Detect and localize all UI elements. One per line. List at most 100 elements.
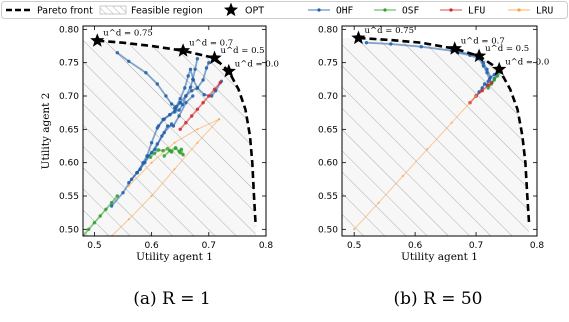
opt-star-marker	[207, 50, 222, 65]
data-point	[389, 42, 393, 46]
data-point	[195, 86, 200, 90]
x-tick-label: 0.5	[347, 241, 361, 251]
y-tick-label: 0.50	[59, 225, 79, 235]
data-point	[191, 94, 195, 98]
opt-star-marker	[175, 43, 191, 57]
pareto-front-line	[358, 36, 531, 225]
data-point	[191, 77, 195, 82]
opt-star-marker	[221, 63, 236, 78]
legend-marker	[317, 8, 321, 12]
data-point	[155, 126, 159, 130]
data-point	[201, 78, 205, 82]
y-tick-label: 0.65	[59, 125, 79, 135]
x-tick-label: 0.6	[408, 241, 423, 251]
data-point	[148, 155, 153, 159]
legend-label: LFU	[468, 6, 485, 17]
y-tick-label: 0.65	[318, 125, 338, 135]
data-point	[127, 59, 131, 63]
data-point	[178, 151, 182, 155]
y-tick-label: 0.70	[318, 92, 338, 102]
data-point	[149, 141, 154, 145]
x-tick-label: 0.5	[87, 241, 101, 251]
data-point	[109, 204, 114, 208]
legend-label: Pareto front	[37, 6, 93, 17]
x-axis-label: Utility agent 1	[401, 251, 478, 263]
data-point	[155, 142, 159, 146]
data-point	[201, 101, 205, 105]
axes-frame	[341, 25, 538, 237]
legend-item-opt: OPT	[223, 2, 264, 17]
legend-item-lru: LRU	[508, 6, 553, 17]
legend-marker	[383, 8, 387, 12]
y-tick-label: 0.75	[318, 59, 338, 69]
pareto-front-line	[97, 39, 257, 227]
data-point	[150, 195, 153, 197]
data-point	[190, 89, 194, 93]
data-point	[168, 149, 172, 153]
data-point	[162, 154, 166, 158]
data-point	[188, 67, 193, 72]
data-point	[150, 161, 153, 164]
data-point	[364, 41, 369, 45]
y-axis-label: Utility agent 2	[40, 93, 52, 170]
y-tick-label: 0.50	[318, 225, 338, 235]
subplot-caption: (a) R = 1	[133, 289, 210, 309]
data-point	[127, 218, 130, 221]
data-point	[195, 107, 200, 112]
data-point	[212, 87, 217, 92]
legend-marker	[449, 8, 453, 12]
data-point	[179, 147, 184, 151]
data-point	[426, 148, 429, 151]
opt-annotation: u^d = 0.5	[221, 46, 265, 56]
data-point	[135, 171, 139, 175]
data-point	[489, 81, 493, 85]
data-point	[190, 114, 194, 118]
data-point	[127, 181, 131, 185]
x-tick-label: 0.8	[259, 241, 274, 251]
y-tick-label: 0.55	[59, 192, 79, 202]
data-point	[164, 94, 168, 98]
data-point	[485, 71, 489, 75]
legend-hatch-swatch	[99, 5, 127, 15]
data-point	[168, 113, 172, 117]
opt-star-marker	[351, 30, 366, 45]
x-tick-label: 0.8	[530, 241, 545, 251]
y-tick-label: 0.70	[59, 92, 79, 102]
data-point	[495, 74, 500, 78]
data-point	[184, 101, 188, 105]
data-point	[188, 85, 193, 90]
data-point	[450, 121, 453, 124]
subplot-caption: (b) R = 50	[393, 289, 482, 309]
data-point	[173, 141, 176, 144]
data-point	[207, 94, 211, 98]
series-lfu	[178, 81, 222, 131]
data-point	[121, 191, 125, 195]
data-point	[186, 74, 190, 78]
series-line	[353, 95, 477, 230]
opt-annotation: u^d = 0.7	[189, 39, 233, 49]
opt-annotation: u^d = 0.7	[461, 37, 505, 47]
data-point	[127, 185, 130, 187]
data-point	[480, 89, 484, 93]
data-point	[184, 94, 188, 98]
x-axis-label: Utility agent 1	[136, 251, 213, 263]
legend-frame	[1, 1, 568, 19]
data-point	[144, 71, 148, 75]
y-tick-label: 0.80	[318, 25, 338, 35]
opt-star-marker	[472, 48, 487, 63]
data-point	[173, 146, 178, 150]
data-point	[183, 86, 187, 90]
data-point	[143, 161, 147, 165]
data-point	[196, 128, 199, 131]
opt-star-marker	[90, 33, 105, 47]
data-point	[169, 122, 174, 126]
x-tick-label: 0.7	[202, 241, 216, 251]
subplot-a: u^d = 0.75 u^d = 0.7u^d = 0.5 u^d = 0.0 0.5…	[40, 25, 279, 309]
data-point	[218, 118, 221, 121]
opt-annotation: u^d = 0.5	[485, 44, 529, 54]
data-point	[419, 45, 423, 49]
data-point	[377, 201, 380, 204]
data-point	[210, 94, 214, 98]
data-point	[475, 95, 478, 97]
data-point	[177, 108, 181, 112]
